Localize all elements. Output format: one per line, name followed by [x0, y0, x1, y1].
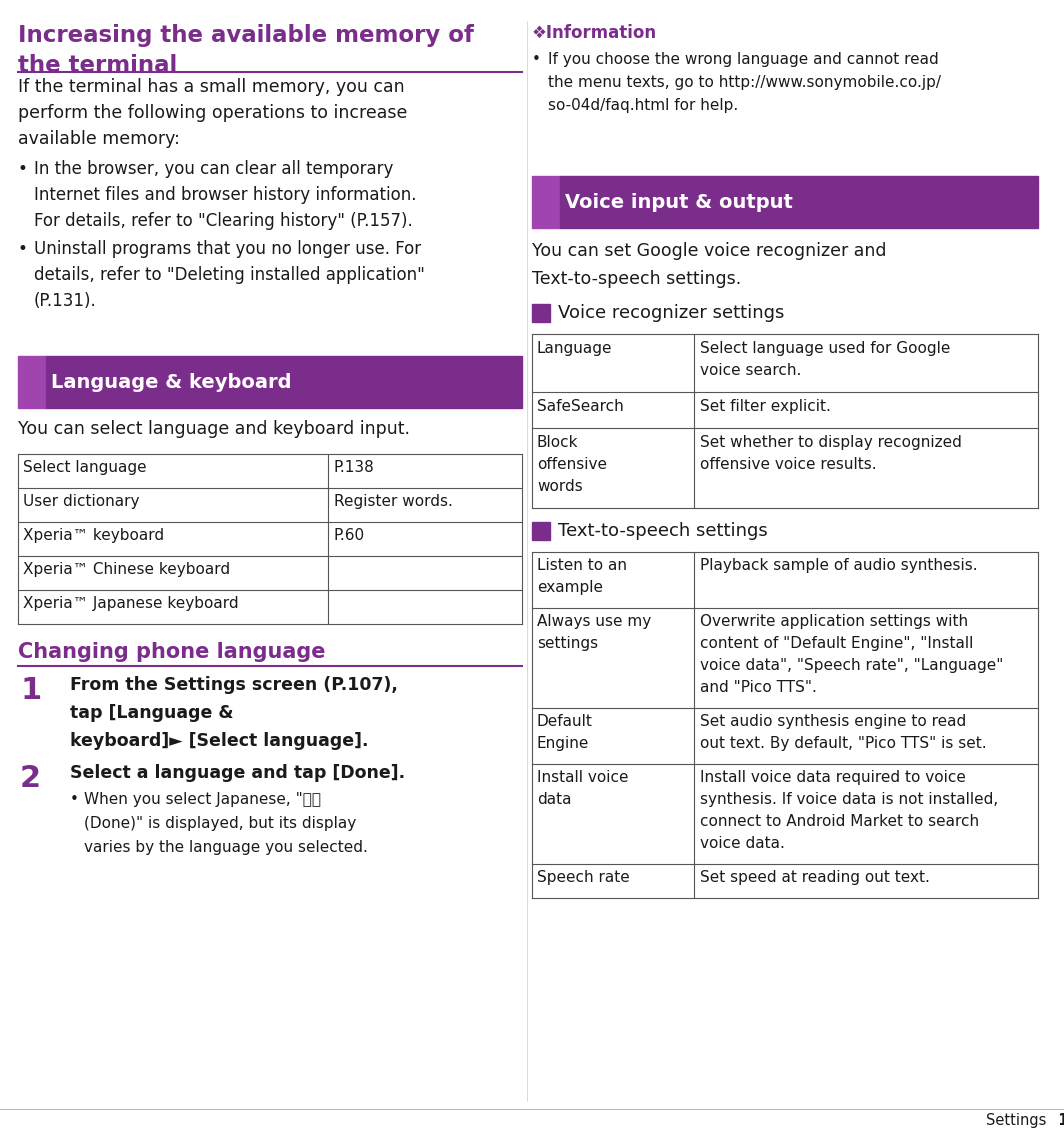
Text: Increasing the available memory of: Increasing the available memory of	[18, 24, 473, 48]
Text: Internet files and browser history information.: Internet files and browser history infor…	[34, 185, 416, 204]
Text: the terminal: the terminal	[18, 54, 178, 77]
Text: From the Settings screen (P.107),: From the Settings screen (P.107),	[70, 676, 398, 694]
Text: available memory:: available memory:	[18, 130, 180, 148]
Text: •: •	[70, 792, 79, 808]
Text: If the terminal has a small memory, you can: If the terminal has a small memory, you …	[18, 78, 404, 96]
Text: settings: settings	[537, 636, 598, 651]
Text: voice search.: voice search.	[700, 363, 801, 378]
Text: Engine: Engine	[537, 736, 589, 751]
Text: Install voice: Install voice	[537, 770, 629, 785]
Text: Voice recognizer settings: Voice recognizer settings	[558, 304, 784, 322]
Text: data: data	[537, 792, 571, 808]
Text: •: •	[18, 159, 28, 178]
Text: In the browser, you can clear all temporary: In the browser, you can clear all tempor…	[34, 159, 394, 178]
Text: Language: Language	[537, 342, 613, 356]
Text: so-04d/faq.html for help.: so-04d/faq.html for help.	[548, 98, 738, 113]
Text: Set speed at reading out text.: Set speed at reading out text.	[700, 870, 930, 884]
Text: P.60: P.60	[334, 528, 365, 543]
Text: Xperia™ keyboard: Xperia™ keyboard	[23, 528, 164, 543]
Text: Listen to an: Listen to an	[537, 558, 627, 573]
Text: synthesis. If voice data is not installed,: synthesis. If voice data is not installe…	[700, 792, 998, 808]
Text: words: words	[537, 480, 583, 494]
Bar	[532, 304, 550, 322]
Text: offensive voice results.: offensive voice results.	[700, 457, 877, 472]
Text: offensive: offensive	[537, 457, 606, 472]
Text: Uninstall programs that you no longer use. For: Uninstall programs that you no longer us…	[34, 240, 421, 258]
Text: voice data", "Speech rate", "Language": voice data", "Speech rate", "Language"	[700, 658, 1003, 673]
Text: Default: Default	[537, 714, 593, 729]
Bar	[532, 523, 550, 539]
Text: Set audio synthesis engine to read: Set audio synthesis engine to read	[700, 714, 966, 729]
Text: User dictionary: User dictionary	[23, 494, 139, 509]
Text: example: example	[537, 580, 603, 595]
Text: Playback sample of audio synthesis.: Playback sample of audio synthesis.	[700, 558, 978, 573]
Bar	[18, 356, 46, 408]
Text: 134: 134	[1048, 1113, 1064, 1128]
Text: Always use my: Always use my	[537, 614, 651, 629]
Text: Text-to-speech settings: Text-to-speech settings	[558, 523, 768, 539]
Text: out text. By default, "Pico TTS" is set.: out text. By default, "Pico TTS" is set.	[700, 736, 986, 751]
Text: Changing phone language: Changing phone language	[18, 642, 326, 662]
Text: Block: Block	[537, 435, 579, 450]
Text: 1: 1	[20, 676, 41, 705]
Text: Settings: Settings	[985, 1113, 1046, 1128]
Text: Language & keyboard: Language & keyboard	[51, 372, 292, 391]
Text: (P.131).: (P.131).	[34, 292, 97, 310]
Text: Set filter explicit.: Set filter explicit.	[700, 399, 831, 414]
Text: SafeSearch: SafeSearch	[537, 399, 624, 414]
Text: and "Pico TTS".: and "Pico TTS".	[700, 680, 817, 696]
Text: (Done)" is displayed, but its display: (Done)" is displayed, but its display	[84, 815, 356, 831]
Text: Xperia™ Japanese keyboard: Xperia™ Japanese keyboard	[23, 596, 238, 611]
Text: Select a language and tap [Done].: Select a language and tap [Done].	[70, 765, 405, 782]
Text: You can set Google voice recognizer and: You can set Google voice recognizer and	[532, 242, 886, 260]
Text: Overwrite application settings with: Overwrite application settings with	[700, 614, 968, 629]
Text: varies by the language you selected.: varies by the language you selected.	[84, 840, 368, 855]
Bar	[532, 176, 560, 228]
Text: Text-to-speech settings.: Text-to-speech settings.	[532, 270, 742, 288]
Text: P.138: P.138	[334, 460, 375, 475]
Text: When you select Japanese, "完了: When you select Japanese, "完了	[84, 792, 321, 808]
Text: Select language: Select language	[23, 460, 147, 475]
Text: connect to Android Market to search: connect to Android Market to search	[700, 814, 979, 829]
Text: perform the following operations to increase: perform the following operations to incr…	[18, 104, 408, 122]
Text: You can select language and keyboard input.: You can select language and keyboard inp…	[18, 420, 410, 438]
Text: If you choose the wrong language and cannot read: If you choose the wrong language and can…	[548, 52, 938, 67]
Text: Xperia™ Chinese keyboard: Xperia™ Chinese keyboard	[23, 562, 230, 577]
Text: ❖Information: ❖Information	[532, 24, 658, 42]
Text: Set whether to display recognized: Set whether to display recognized	[700, 435, 962, 450]
Text: Speech rate: Speech rate	[537, 870, 630, 884]
Text: Select language used for Google: Select language used for Google	[700, 342, 950, 356]
Bar	[46, 356, 522, 408]
Text: Register words.: Register words.	[334, 494, 453, 509]
Text: Install voice data required to voice: Install voice data required to voice	[700, 770, 966, 785]
Text: 2: 2	[20, 765, 41, 793]
Text: voice data.: voice data.	[700, 836, 785, 851]
Text: •: •	[18, 240, 28, 258]
Text: the menu texts, go to http://www.sonymobile.co.jp/: the menu texts, go to http://www.sonymob…	[548, 75, 941, 90]
Text: tap [Language &: tap [Language &	[70, 703, 233, 722]
Text: keyboard]► [Select language].: keyboard]► [Select language].	[70, 732, 368, 750]
Text: Voice input & output: Voice input & output	[565, 192, 793, 211]
Text: details, refer to "Deleting installed application": details, refer to "Deleting installed ap…	[34, 266, 425, 284]
Text: For details, refer to "Clearing history" (P.157).: For details, refer to "Clearing history"…	[34, 211, 413, 230]
Bar	[560, 176, 1038, 228]
Text: •: •	[532, 52, 541, 67]
Text: content of "Default Engine", "Install: content of "Default Engine", "Install	[700, 636, 974, 651]
